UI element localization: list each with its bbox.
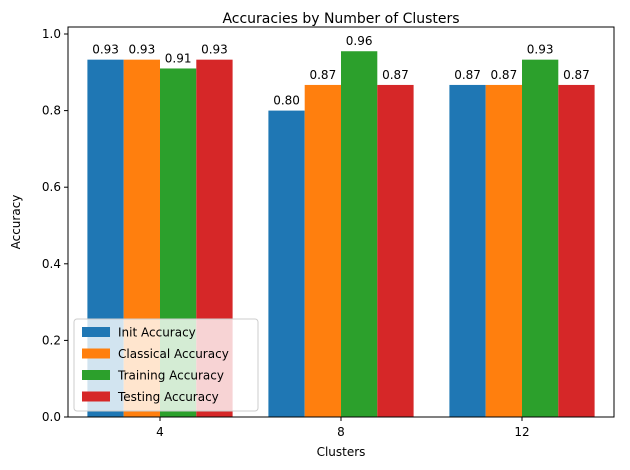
bar-1-2 [485, 84, 522, 417]
y-tick-label-4: 0.8 [42, 104, 61, 118]
data-labels-group: 0.93 0.80 0.87 0.93 0.87 0.87 0.91 0.96 0.93 0.93… [92, 34, 590, 107]
data-label-2-1: 0.96 [346, 34, 373, 48]
bar-0-1 [268, 110, 305, 417]
legend-swatch-2 [82, 370, 110, 380]
x-tick-label-1: 8 [337, 425, 345, 439]
legend-label-3: Testing Accuracy [117, 390, 219, 404]
bar-0-2 [449, 84, 486, 417]
legend-swatch-0 [82, 327, 110, 337]
y-tick-label-3: 0.6 [42, 180, 61, 194]
y-tick-label-1: 0.2 [42, 333, 61, 347]
data-label-1-2: 0.87 [490, 68, 517, 82]
legend-box [73, 318, 259, 412]
data-label-2-0: 0.91 [165, 51, 192, 65]
x-tick-label-0: 4 [156, 425, 164, 439]
data-label-3-0: 0.93 [201, 43, 228, 57]
legend-label-1: Classical Accuracy [118, 347, 229, 361]
data-label-1-0: 0.93 [128, 43, 155, 57]
legend-swatch-1 [82, 348, 110, 359]
data-label-0-1: 0.80 [273, 94, 300, 108]
legend: Init Accuracy Classical Accuracy Training … [73, 318, 259, 412]
y-axis: 0.0 0.2 0.4 0.6 0.8 1.0 [42, 27, 68, 424]
bar-3-1 [377, 84, 414, 417]
data-label-1-1: 0.87 [309, 68, 336, 82]
legend-label-2: Training Accuracy [117, 369, 224, 383]
plot-frame [67, 26, 615, 418]
bar-2-1 [341, 51, 378, 418]
y-tick-label-2: 0.4 [42, 257, 61, 271]
y-axis-label: Accuracy [9, 195, 23, 250]
bar-3-2 [558, 84, 595, 417]
chart-title: Accuracies by Number of Clusters [222, 11, 459, 27]
legend-label-0: Init Accuracy [118, 326, 196, 340]
bar-1-1 [304, 84, 341, 417]
y-tick-label-5: 1.0 [42, 27, 61, 41]
x-axis: 4 8 12 [156, 417, 530, 439]
data-label-3-2: 0.87 [563, 68, 590, 82]
data-label-0-2: 0.87 [454, 68, 481, 82]
data-label-0-0: 0.93 [92, 43, 119, 57]
legend-swatch-3 [82, 391, 110, 402]
data-label-2-2: 0.93 [527, 43, 554, 57]
x-tick-label-2: 12 [514, 425, 529, 439]
y-tick-label-0: 0.0 [42, 410, 61, 424]
x-axis-label: Clusters [317, 445, 366, 459]
data-label-3-1: 0.87 [382, 68, 409, 82]
bar-2-2 [522, 59, 559, 417]
